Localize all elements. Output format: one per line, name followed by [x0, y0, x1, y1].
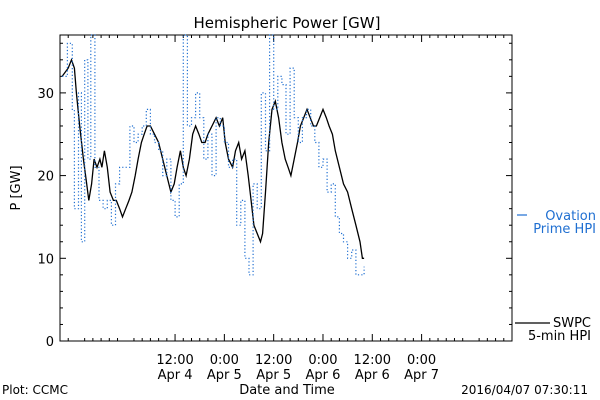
x-tick-label-time: 12:00 — [255, 353, 292, 368]
x-tick-label-date: Apr 6 — [306, 368, 341, 383]
y-tick-label: 30 — [37, 87, 54, 102]
footer-left: Plot: CCMC — [2, 383, 68, 397]
x-tick-label-date: Apr 7 — [404, 368, 439, 383]
x-tick-label-date: Apr 5 — [256, 368, 291, 383]
series-layer — [61, 34, 365, 276]
x-tick-label-date: Apr 5 — [207, 368, 242, 383]
x-tick-label-time: 0:00 — [308, 353, 337, 368]
y-axis-label: P [GW] — [9, 165, 24, 210]
y-tick-label: 10 — [37, 252, 54, 267]
y-tick-label: 20 — [37, 170, 54, 185]
legend-ovation-label-line2: Prime HPI — [533, 222, 596, 237]
legend-swpc-label-line1: SWPC — [553, 316, 591, 331]
y-axis-ticks: 0 10 20 30 — [37, 42, 512, 350]
footer-right: 2016/04/07 07:30:11 — [461, 383, 588, 397]
y-tick-label: 0 — [46, 335, 54, 350]
x-axis-label: Date and Time — [239, 383, 335, 398]
x-tick-label-time: 0:00 — [407, 353, 436, 368]
legend-swpc-label-line2: 5-min HPI — [528, 329, 591, 344]
legend-ovation-label-line1: Ovation — [545, 209, 596, 224]
series-swpc-line — [61, 57, 365, 259]
x-tick-label-date: Apr 6 — [355, 368, 390, 383]
x-tick-label-time: 12:00 — [156, 353, 193, 368]
series-ovation-prime-line — [62, 34, 365, 276]
plot-frame — [59, 34, 513, 342]
x-tick-label-time: 0:00 — [210, 353, 239, 368]
x-tick-label-date: Apr 4 — [158, 368, 193, 383]
x-tick-label-time: 12:00 — [354, 353, 391, 368]
chart-title: Hemispheric Power [GW] — [194, 14, 381, 32]
